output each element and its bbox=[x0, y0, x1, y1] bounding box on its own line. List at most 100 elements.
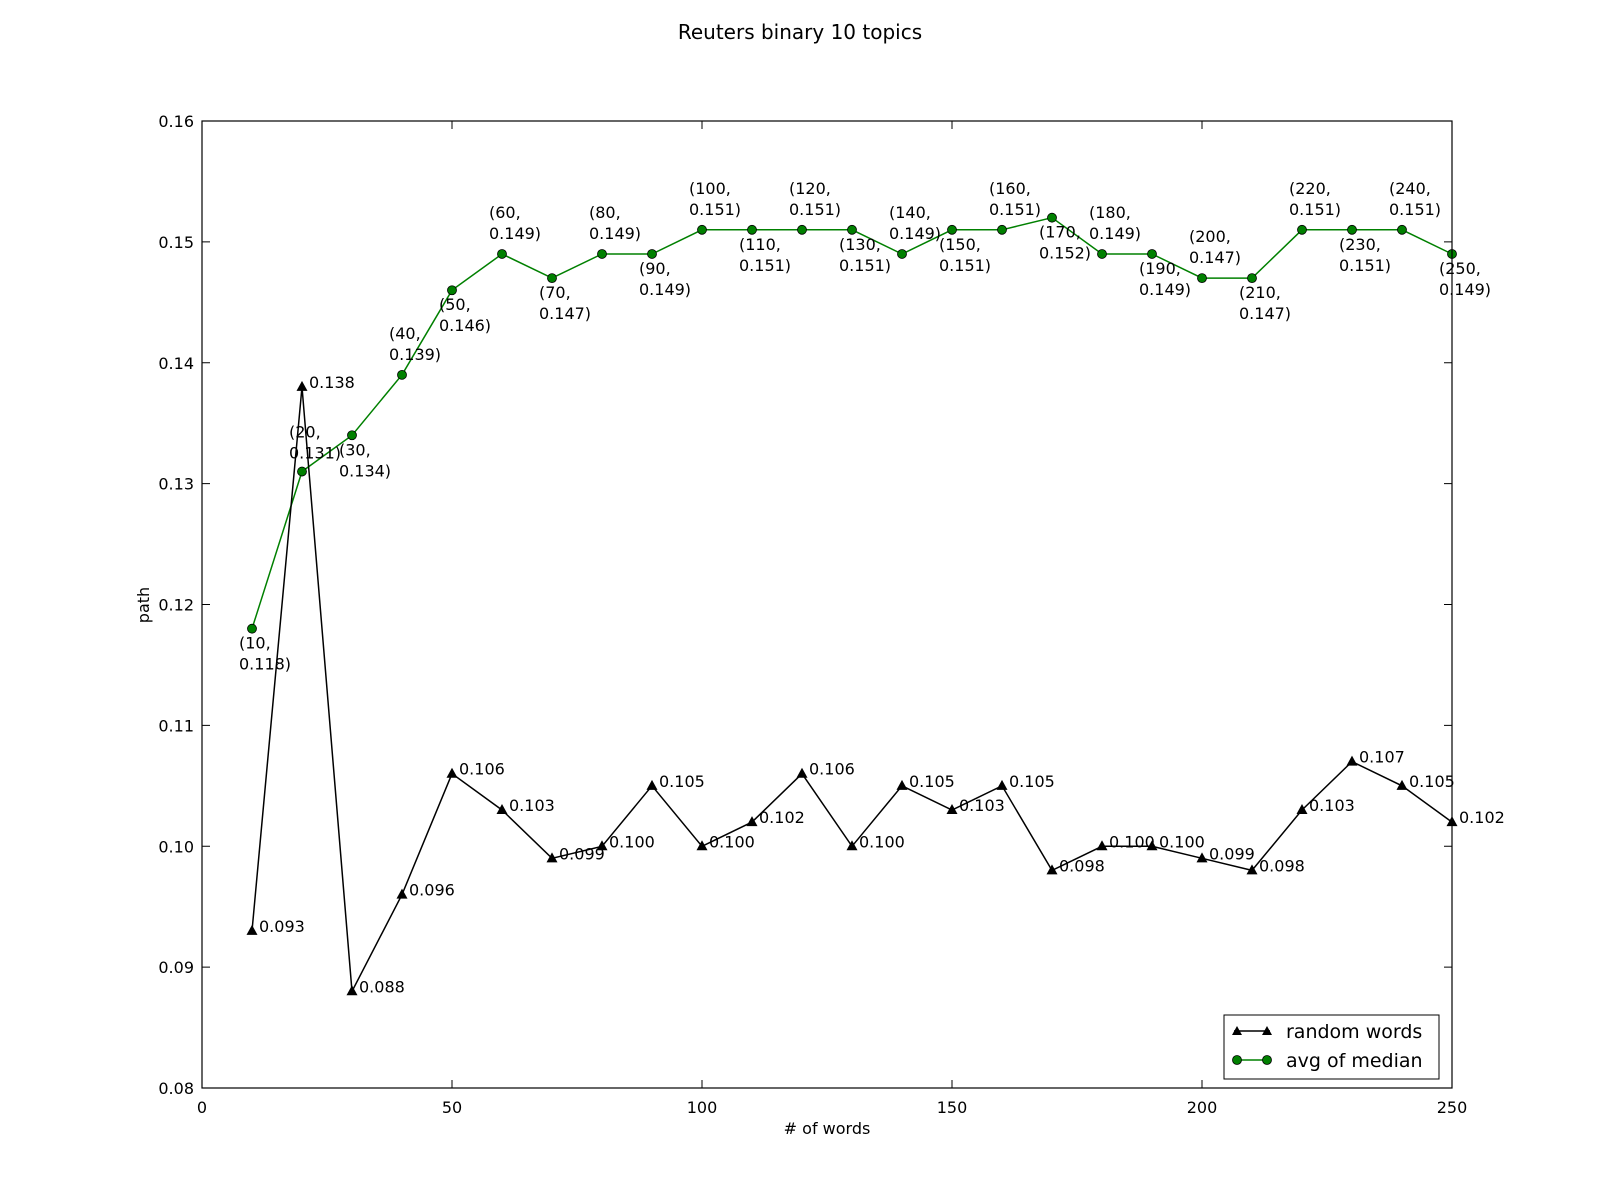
data-label-random-words: 0.103 bbox=[959, 796, 1005, 815]
legend-marker-random-words bbox=[1262, 1026, 1272, 1035]
data-label-avg-of-median: (170, 0.152) bbox=[1039, 223, 1091, 263]
data-label-random-words: 0.102 bbox=[759, 808, 805, 827]
data-label-random-words: 0.099 bbox=[1209, 844, 1255, 863]
data-label-random-words: 0.103 bbox=[1309, 796, 1355, 815]
data-label-random-words: 0.100 bbox=[609, 832, 655, 851]
data-point-random-words bbox=[346, 985, 358, 996]
data-point-random-words bbox=[896, 779, 908, 790]
data-point-random-words bbox=[1246, 864, 1258, 875]
data-label-random-words: 0.107 bbox=[1359, 748, 1405, 767]
data-label-avg-of-median: (80, 0.149) bbox=[589, 203, 641, 243]
data-point-avg-of-median bbox=[397, 369, 407, 380]
y-tick-label: 0.11 bbox=[158, 716, 194, 735]
x-tick-label: 100 bbox=[687, 1098, 718, 1117]
data-label-random-words: 0.106 bbox=[809, 760, 855, 779]
data-point-avg-of-median bbox=[1297, 224, 1307, 235]
data-point-random-words bbox=[1346, 755, 1358, 766]
data-label-random-words: 0.105 bbox=[1009, 772, 1055, 791]
x-axis-label: # of words bbox=[784, 1119, 871, 1138]
data-label-random-words: 0.102 bbox=[1459, 808, 1505, 827]
data-label-avg-of-median: (70, 0.147) bbox=[539, 283, 591, 323]
legend-marker-avg-of-median bbox=[1262, 1055, 1272, 1065]
data-point-avg-of-median bbox=[1147, 249, 1157, 259]
data-label-avg-of-median: (30, 0.134) bbox=[339, 440, 391, 480]
data-point-avg-of-median bbox=[1397, 224, 1407, 235]
plot-frame bbox=[201, 120, 1453, 1089]
y-tick-label: 0.16 bbox=[158, 112, 194, 131]
data-point-random-words bbox=[1396, 779, 1408, 790]
data-label-random-words: 0.103 bbox=[509, 796, 555, 815]
data-point-avg-of-median bbox=[547, 273, 557, 284]
data-label-avg-of-median: (60, 0.149) bbox=[489, 203, 541, 243]
data-label-random-words: 0.100 bbox=[859, 832, 905, 851]
legend-label-random-words: random words bbox=[1286, 1021, 1422, 1043]
data-point-avg-of-median bbox=[247, 623, 257, 634]
data-label-avg-of-median: (190, 0.149) bbox=[1139, 259, 1191, 299]
y-tick-label: 0.14 bbox=[158, 354, 194, 373]
data-point-avg-of-median bbox=[1347, 224, 1357, 235]
data-point-avg-of-median bbox=[1097, 249, 1107, 259]
data-label-random-words: 0.098 bbox=[1259, 856, 1305, 875]
y-tick-label: 0.12 bbox=[158, 596, 194, 615]
data-label-avg-of-median: (160, 0.151) bbox=[989, 179, 1041, 219]
data-point-avg-of-median bbox=[947, 224, 957, 235]
data-label-random-words: 0.105 bbox=[1409, 772, 1455, 791]
y-tick-label: 0.08 bbox=[158, 1079, 194, 1098]
legend: random words avg of median bbox=[1223, 1014, 1440, 1080]
data-point-random-words bbox=[996, 779, 1008, 790]
data-label-random-words: 0.088 bbox=[359, 977, 405, 996]
data-point-avg-of-median bbox=[1197, 273, 1207, 284]
data-point-random-words bbox=[246, 924, 258, 935]
data-point-random-words bbox=[296, 380, 308, 391]
data-label-random-words: 0.100 bbox=[1109, 832, 1155, 851]
data-point-random-words bbox=[596, 840, 608, 851]
data-point-random-words bbox=[1296, 803, 1308, 814]
data-label-avg-of-median: (220, 0.151) bbox=[1289, 179, 1341, 219]
data-label-avg-of-median: (230, 0.151) bbox=[1339, 235, 1391, 275]
data-point-avg-of-median bbox=[647, 249, 657, 259]
data-label-avg-of-median: (200, 0.147) bbox=[1189, 227, 1241, 267]
data-point-random-words bbox=[1146, 840, 1158, 851]
data-point-avg-of-median bbox=[347, 430, 357, 441]
data-point-avg-of-median bbox=[497, 249, 507, 259]
data-point-random-words bbox=[496, 803, 508, 814]
legend-box bbox=[1223, 1014, 1440, 1080]
data-label-avg-of-median: (150, 0.151) bbox=[939, 235, 991, 275]
legend-label-avg-of-median: avg of median bbox=[1286, 1050, 1423, 1072]
data-label-avg-of-median: (120, 0.151) bbox=[789, 179, 841, 219]
data-label-avg-of-median: (210, 0.147) bbox=[1239, 283, 1291, 323]
x-tick-label: 0 bbox=[197, 1098, 207, 1117]
y-tick-label: 0.10 bbox=[158, 837, 194, 856]
y-tick-label: 0.13 bbox=[158, 475, 194, 494]
data-point-random-words bbox=[846, 840, 858, 851]
data-label-avg-of-median: (130, 0.151) bbox=[839, 235, 891, 275]
data-point-avg-of-median bbox=[447, 285, 457, 296]
data-point-avg-of-median bbox=[297, 466, 307, 477]
y-tick-label: 0.15 bbox=[158, 233, 194, 252]
x-tick-label: 150 bbox=[937, 1098, 968, 1117]
data-point-random-words bbox=[746, 816, 758, 827]
data-label-random-words: 0.096 bbox=[409, 881, 455, 900]
data-label-random-words: 0.105 bbox=[909, 772, 955, 791]
x-tick-label: 200 bbox=[1187, 1098, 1218, 1117]
data-label-avg-of-median: (90, 0.149) bbox=[639, 259, 691, 299]
data-label-random-words: 0.093 bbox=[259, 917, 305, 936]
data-point-avg-of-median bbox=[1047, 212, 1057, 223]
data-label-avg-of-median: (100, 0.151) bbox=[689, 179, 741, 219]
data-label-random-words: 0.100 bbox=[709, 832, 755, 851]
legend-marker-avg-of-median bbox=[1232, 1055, 1242, 1065]
data-point-random-words bbox=[646, 779, 658, 790]
data-label-random-words: 0.099 bbox=[559, 844, 605, 863]
data-point-avg-of-median bbox=[697, 224, 707, 235]
data-label-avg-of-median: (40, 0.139) bbox=[389, 324, 441, 364]
y-tick-label: 0.09 bbox=[158, 958, 194, 977]
data-point-random-words bbox=[946, 803, 958, 814]
data-point-avg-of-median bbox=[747, 224, 757, 235]
data-point-random-words bbox=[396, 888, 408, 899]
data-label-avg-of-median: (10, 0.118) bbox=[239, 634, 291, 674]
data-point-random-words bbox=[446, 767, 458, 778]
data-point-random-words bbox=[546, 852, 558, 863]
data-label-random-words: 0.105 bbox=[659, 772, 705, 791]
